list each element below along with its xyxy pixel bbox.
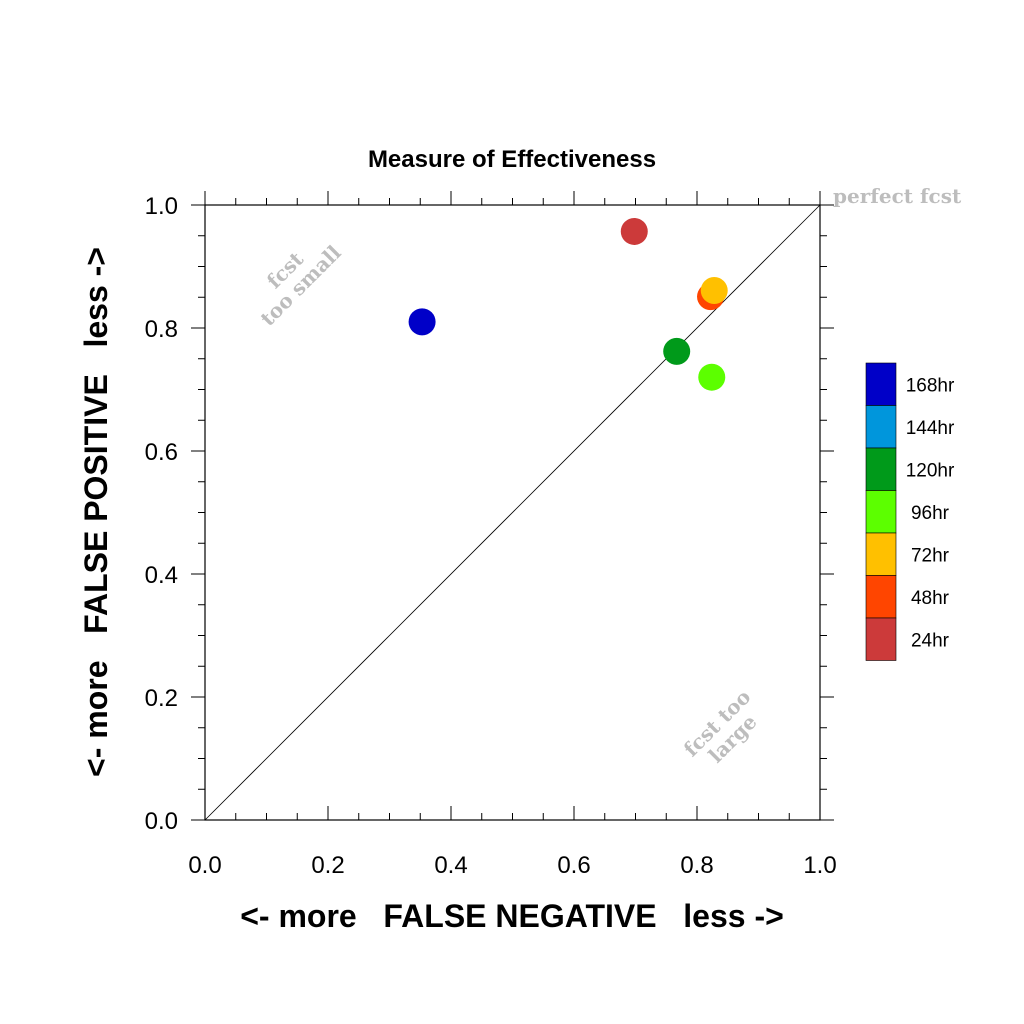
- legend-swatch-48hr: [865, 575, 897, 619]
- legend: 168hr 144hr 120hr 96hr 72hr 48hr 24hr: [865, 362, 955, 661]
- y-tick-label: 1.0: [145, 193, 178, 220]
- point-72hr: [700, 276, 728, 304]
- legend-label-96hr: 96hr: [911, 503, 950, 524]
- y-tick-label: 0.8: [145, 316, 178, 343]
- point-168hr: [408, 308, 436, 336]
- point-120hr: [663, 337, 691, 365]
- y-tick-label: 0.6: [145, 439, 178, 466]
- legend-swatch-96hr: [865, 490, 897, 534]
- legend-label-48hr: 48hr: [911, 588, 950, 609]
- x-axis-label: <- more FALSE NEGATIVE less ->: [240, 898, 784, 934]
- data-points: [408, 217, 728, 391]
- axis-tick-labels: 0.0 0.2 0.4 0.6 0.8 1.0 0.0 0.2 0.4 0.6 0.8 1.0: [145, 193, 837, 879]
- x-tick-label: 0.2: [311, 852, 344, 879]
- chart-title: Measure of Effectiveness: [368, 146, 656, 173]
- point-24hr: [620, 217, 648, 245]
- y-axis-label: <- more FALSE POSITIVE less ->: [78, 247, 114, 777]
- legend-swatch-72hr: [865, 532, 897, 576]
- x-tick-label: 0.4: [434, 852, 467, 879]
- legend-swatch-24hr: [865, 617, 897, 661]
- legend-swatch-144hr: [865, 405, 897, 449]
- legend-label-24hr: 24hr: [911, 630, 950, 651]
- x-tick-label: 0.8: [680, 852, 713, 879]
- y-tick-label: 0.4: [145, 562, 178, 589]
- legend-label-72hr: 72hr: [911, 545, 950, 566]
- point-96hr: [698, 363, 726, 391]
- annotation-fcst-too-small: fcst too small: [256, 240, 346, 330]
- annotation-fcst-too-large: fcst too large: [679, 685, 762, 768]
- x-tick-label: 1.0: [803, 852, 836, 879]
- annotation-perfect-fcst: perfect fcst: [833, 184, 962, 208]
- axis-ticks: [191, 191, 834, 821]
- legend-label-144hr: 144hr: [906, 418, 955, 439]
- legend-label-120hr: 120hr: [906, 460, 955, 481]
- legend-label-168hr: 168hr: [906, 375, 955, 396]
- annotation-small-line2: too small: [256, 240, 346, 330]
- legend-swatch-120hr: [865, 447, 897, 491]
- x-tick-label: 0.6: [557, 852, 590, 879]
- x-tick-label: 0.0: [188, 852, 221, 879]
- y-tick-label: 0.0: [145, 808, 178, 835]
- legend-swatch-168hr: [865, 362, 897, 406]
- y-tick-label: 0.2: [145, 685, 178, 712]
